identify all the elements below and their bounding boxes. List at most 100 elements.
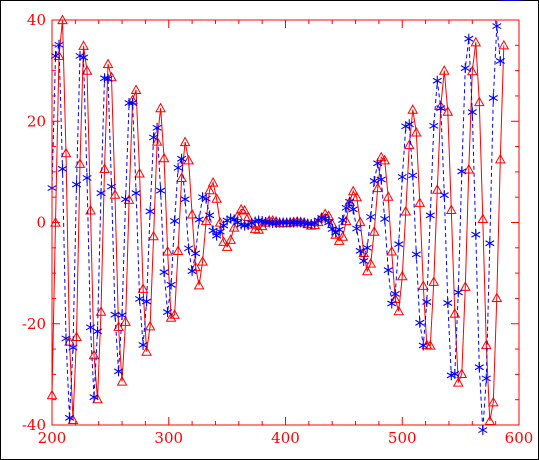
data-point-triangle [144,320,156,331]
data-point-triangle [393,305,405,316]
data-point-triangle [459,281,471,291]
data-point-asterisk [282,217,292,228]
x-tick-label: 500 [388,429,417,447]
data-point-triangle [456,368,468,378]
data-point-triangle [249,223,261,234]
data-point-asterisk [127,98,138,109]
data-point-asterisk [134,293,145,304]
data-point-triangle [116,375,128,386]
data-point-asterisk [120,194,131,205]
data-point-triangle [183,154,194,165]
data-point-asterisk [106,181,117,192]
data-point-triangle [148,230,159,241]
data-point-asterisk [338,214,348,225]
data-point-asterisk [478,425,488,436]
data-point-triangle [221,241,233,251]
data-point-triangle [200,215,212,226]
data-point-triangle [172,245,184,255]
data-point-asterisk [54,39,64,50]
data-point-asterisk [176,153,187,164]
data-point-triangle [403,139,415,150]
data-point-asterisk [187,266,197,277]
data-point-triangle [151,135,163,146]
data-point-asterisk [96,188,106,199]
data-point-triangle [463,163,475,174]
data-point-asterisk [383,265,393,276]
data-point-asterisk [488,92,498,103]
data-point-triangle [365,257,377,268]
data-point-triangle [218,236,229,246]
data-point-asterisk [99,73,110,84]
data-point-asterisk [68,342,78,353]
data-point-triangle [225,234,236,244]
data-point-triangle [442,106,454,116]
data-point-triangle [354,216,366,227]
data-point-triangle [337,231,349,241]
data-point-triangle [410,126,422,137]
data-point-asterisk [201,193,211,204]
data-point-triangle [207,176,219,187]
data-point-asterisk [408,170,418,181]
data-point-asterisk [124,98,134,109]
x-tick-label: 300 [154,429,183,447]
data-point-triangle [417,280,429,290]
data-point-asterisk [183,243,194,254]
data-point-asterisk [215,226,225,237]
data-point-asterisk [471,229,481,240]
data-point-triangle [92,393,103,404]
data-point-triangle [123,194,135,204]
data-point-asterisk [418,340,428,351]
data-point-triangle [85,204,96,215]
data-point-asterisk [359,255,369,266]
data-point-triangle [424,339,436,350]
data-point-asterisk [376,174,386,185]
data-point-asterisk [394,239,404,250]
data-point-asterisk [61,333,71,344]
data-point-asterisk [138,340,148,351]
data-point-asterisk [425,210,435,221]
data-point-asterisk [450,368,460,379]
data-point-triangle [197,255,208,266]
data-point-asterisk [481,373,491,384]
data-point-asterisk [212,230,222,241]
y-tick-label: 40 [27,11,46,29]
data-point-triangle [165,312,177,322]
data-point-triangle [445,204,457,214]
data-point-triangle [256,220,268,231]
data-point-triangle [438,65,450,75]
y-tick-label: -20 [22,315,46,333]
data-point-triangle [158,152,170,163]
series-1-line [51,26,501,431]
data-point-triangle [120,316,131,326]
data-point-asterisk [82,172,92,183]
data-point-triangle [60,147,72,158]
data-point-asterisk [194,214,204,225]
data-point-triangle [67,414,79,425]
data-point-triangle [88,349,100,360]
data-point-asterisk [366,211,376,222]
data-point-asterisk [148,132,159,143]
data-point-asterisk [152,122,162,133]
data-point-asterisk [390,288,400,299]
data-point-triangle [134,167,145,178]
data-point-triangle [228,222,240,232]
data-point-triangle [414,197,426,207]
data-point-asterisk [289,217,299,228]
data-point-asterisk [467,107,477,118]
data-point-asterisk [436,103,446,114]
data-point-asterisk [422,296,432,307]
axis-layer: 200 300 400 500 600 -40 -20 0 20 40 [22,11,533,447]
data-point-triangle [71,331,82,342]
data-point-asterisk [159,267,169,278]
data-point-triangle [78,40,89,50]
data-point-triangle [95,306,107,316]
data-point-asterisk [166,279,176,290]
data-point-asterisk [190,248,201,259]
data-point-asterisk [387,298,397,309]
data-point-asterisk [173,162,183,173]
x-tick-label: 400 [271,429,300,447]
data-point-triangle [99,163,110,173]
data-point-triangle [193,279,205,290]
data-point-triangle [470,36,482,47]
data-point-asterisk [495,56,505,67]
